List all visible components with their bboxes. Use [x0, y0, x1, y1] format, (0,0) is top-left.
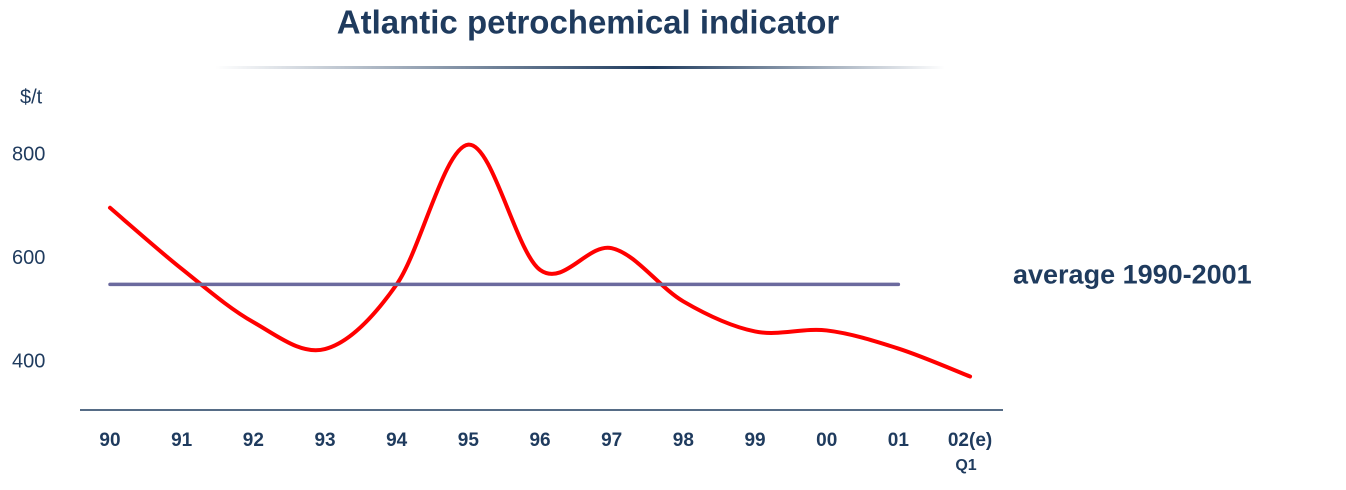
- chart-title: Atlantic petrochemical indicator: [337, 4, 840, 41]
- x-tick-label: 91: [171, 430, 193, 451]
- x-tick-label: 97: [601, 430, 622, 451]
- y-axis-label: $/t: [20, 86, 43, 108]
- x-tick-label: 00: [816, 430, 837, 451]
- x-tick-label: 93: [314, 430, 335, 451]
- x-tick-label: 95: [458, 430, 480, 451]
- x-tick-label: 02(e): [948, 430, 992, 451]
- x-tick-label: 92: [243, 430, 264, 451]
- title-underline: [215, 66, 945, 69]
- x-tick-note: Q1: [955, 457, 976, 474]
- y-tick-label: 800: [12, 143, 45, 165]
- x-tick-label: 01: [888, 430, 910, 451]
- x-tick-label: 99: [744, 430, 765, 451]
- x-tick-label: 96: [529, 430, 550, 451]
- x-tick-label: 94: [386, 430, 408, 451]
- y-tick-label: 400: [12, 350, 45, 372]
- x-tick-label: 98: [673, 430, 694, 451]
- series-label: average 1990-2001: [1013, 260, 1252, 290]
- data-line: [108, 142, 973, 379]
- x-tick-label: 90: [99, 430, 120, 451]
- y-tick-label: 600: [12, 247, 45, 269]
